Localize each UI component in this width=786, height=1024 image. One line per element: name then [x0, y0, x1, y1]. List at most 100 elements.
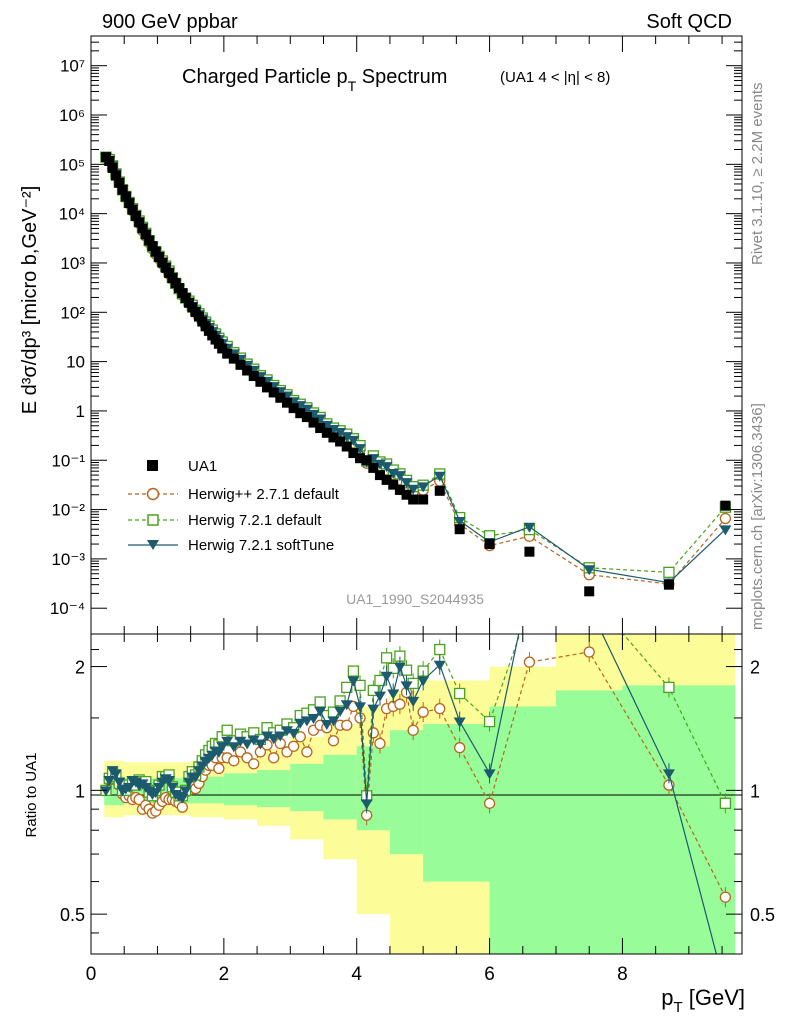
upper-tick-label-6: 10⁶	[59, 106, 85, 125]
point-softtune-53	[334, 427, 347, 438]
ratio-point-herwig721-68	[483, 715, 496, 728]
point-herwigpp-72	[719, 512, 732, 525]
chart-title-sub: T	[348, 78, 357, 94]
ratio-point-softtune-59	[373, 691, 386, 702]
data-point-51	[321, 427, 332, 438]
ratio-point-softtune-53	[334, 706, 347, 717]
x-axis-label-p: p	[661, 985, 673, 1010]
data-point-63	[401, 489, 412, 500]
data-point-40	[248, 371, 259, 382]
x-tick-label-0: 0	[86, 964, 97, 985]
ratio-point-softtune-36	[221, 736, 234, 747]
side-label-bottom: mcplots.cern.ch [arXiv:1306.3436]	[749, 403, 766, 630]
ratio-point-softtune-47	[294, 718, 307, 729]
ratio-series	[99, 634, 732, 954]
ratio-point-herwigpp-40	[248, 758, 260, 770]
x-tick-label-1: 2	[219, 964, 230, 985]
y-axis-label-upper: E d³σ/dp³ [micro b,GeV⁻²]	[19, 186, 41, 415]
ratio-point-herwig721-36	[221, 724, 233, 736]
x-tick-label-3: 6	[484, 964, 495, 985]
data-point-67	[454, 524, 465, 535]
data-point-18	[160, 262, 171, 273]
point-softtune-50	[314, 414, 327, 425]
data-point-56	[355, 453, 366, 464]
data-point-72	[720, 500, 731, 511]
data-point-15	[150, 246, 161, 257]
ratio-point-softtune-1	[103, 775, 116, 786]
ratio-point-herwigpp-34	[213, 762, 225, 775]
ratio-point-softtune-41	[254, 739, 267, 750]
data-point-53	[335, 436, 346, 447]
data-point-64	[408, 494, 419, 505]
ratio-point-softtune-50	[314, 706, 327, 717]
data-point-13	[144, 235, 155, 246]
data-point-5	[117, 184, 128, 195]
data-point-16	[154, 252, 165, 263]
lower-tick-label-right-1: 1	[750, 781, 760, 801]
ratio-point-softtune-67	[453, 717, 466, 728]
upper-tick-label--2: 10⁻²	[51, 501, 85, 520]
upper-tick-label--3: 10⁻³	[51, 550, 85, 569]
x-axis-ticks: 0 2 4 6 8	[86, 36, 723, 985]
ratio-point-softtune-63	[400, 681, 413, 692]
data-point-8	[127, 204, 138, 215]
data-point-9	[130, 210, 141, 221]
lower-tick-label-right-2: 2	[750, 658, 760, 678]
ratio-point-softtune-38	[234, 736, 247, 747]
header-left: 900 GeV ppbar	[102, 11, 238, 33]
legend-label-softtune: Herwig 7.2.1 softTune	[188, 537, 334, 554]
point-softtune-67	[453, 516, 466, 527]
ratio-point-herwig721-55	[347, 665, 360, 677]
point-softtune-54	[340, 432, 353, 443]
legend-marker-herwig721	[147, 514, 159, 526]
upper-tick-label-5: 10⁵	[59, 155, 85, 174]
ratio-point-softtune-40	[247, 735, 260, 746]
data-point-35	[217, 343, 228, 354]
data-point-20	[167, 273, 178, 284]
ratio-point-herwig721-71	[663, 681, 675, 694]
ratio-point-softtune-4	[113, 777, 126, 788]
data-point-68	[484, 539, 495, 550]
data-point-54	[341, 441, 352, 452]
ratio-point-softtune-48	[300, 716, 313, 727]
legend-marker-softtune	[147, 540, 159, 550]
data-point-57	[361, 455, 372, 466]
lower-tick-label-left-1: 1	[75, 781, 85, 801]
ratio-point-herwigpp-69	[523, 656, 536, 668]
y-axis-label-lower: Ratio to UA1	[23, 752, 40, 837]
ratio-point-herwig721-58	[367, 684, 379, 697]
band-inner-5	[257, 770, 291, 808]
upper-tick-label-7: 10⁷	[60, 57, 85, 76]
band-inner-4	[223, 773, 258, 806]
ratio-point-herwigpp-43	[268, 752, 280, 764]
data-point-43	[268, 387, 279, 398]
upper-series	[99, 151, 732, 597]
upper-tick-label-4: 10⁴	[59, 205, 85, 224]
ratio-point-herwigpp-67	[454, 742, 466, 754]
ratio-point-softtune-54	[340, 700, 353, 711]
ratio-point-herwigpp-66	[434, 703, 446, 715]
data-point-55	[348, 448, 359, 459]
upper-ticks: 10⁻⁴ 10⁻³ 10⁻² 10⁻¹ 1 10 10² 10³ 10⁴ 10⁵ 10⁶ 10⁷	[50, 41, 742, 618]
data-point-48	[301, 412, 312, 423]
point-softtune-60	[380, 462, 393, 473]
point-softtune-72	[719, 525, 732, 536]
legend-label-data: UA1	[188, 458, 217, 475]
lower-ticks: 0.5 0.5 1 1 2 2	[60, 649, 775, 934]
ratio-point-softtune-35	[216, 742, 229, 753]
chart-title: Charged Particle pT Spectrum	[182, 66, 447, 94]
band-inner-13	[622, 685, 736, 954]
ratio-point-softtune-68	[483, 769, 496, 780]
legend: UA1 Herwig++ 2.7.1 default Herwig 7.2.1 …	[128, 458, 340, 554]
ratio-point-softtune-55	[347, 676, 360, 687]
point-softtune-56	[354, 444, 367, 455]
ratio-point-softtune-43	[267, 734, 280, 745]
ratio-point-softtune-20	[166, 782, 179, 793]
upper-tick-label-0: 1	[76, 402, 85, 421]
data-point-59	[374, 470, 385, 481]
ratio-point-herwigpp-46	[287, 740, 300, 752]
ratio-point-softtune-45	[280, 726, 293, 737]
ratio-point-softtune-0	[99, 786, 112, 797]
ratio-point-herwigpp-65	[417, 706, 429, 718]
series-line-upper-herwig721	[105, 156, 726, 573]
